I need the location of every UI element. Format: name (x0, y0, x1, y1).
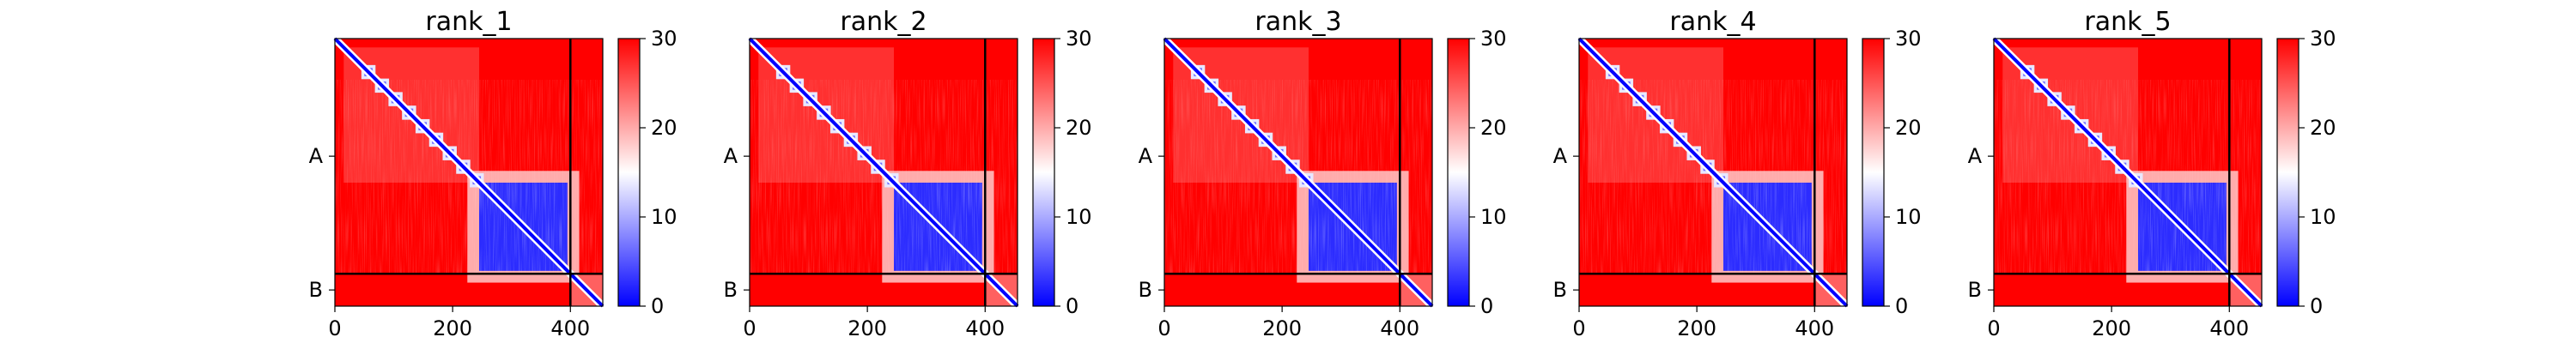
colorbar-tick-label: 0 (1895, 294, 1908, 318)
colorbar-tick-label: 30 (651, 27, 677, 51)
panel-title: rank_2 (840, 7, 927, 37)
x-tick-label: 400 (2209, 316, 2249, 340)
y-tick-label: A (1139, 144, 1153, 168)
colorbar (617, 38, 641, 307)
colorbar-tick-label: 20 (651, 116, 677, 140)
diagonal-line (1577, 37, 1849, 308)
y-tick-label: A (1553, 144, 1568, 168)
colorbar-tick-label: 30 (2310, 27, 2336, 51)
x-tick-label: 200 (1262, 316, 1302, 340)
heatmap-frame (1993, 38, 2263, 307)
diagonal-line (748, 37, 1019, 308)
colorbar (2276, 38, 2300, 307)
colorbar-tick-label: 20 (1895, 116, 1922, 140)
y-tick-label: B (1139, 278, 1152, 302)
colorbar-tick-label: 0 (1066, 294, 1078, 318)
x-tick-label: 200 (1677, 316, 1716, 340)
y-tick-label: B (724, 278, 738, 302)
y-tick-label: A (724, 144, 738, 168)
colorbar-tick-label: 10 (1066, 205, 1092, 229)
colorbar-tick-label: 0 (651, 294, 664, 318)
x-tick-label: 200 (2092, 316, 2131, 340)
x-tick-label: 200 (848, 316, 887, 340)
diagonal-line (1992, 37, 2263, 308)
x-tick-label: 0 (1157, 316, 1170, 340)
y-tick-label: B (1968, 278, 1982, 302)
colorbar-tick-label: 20 (1480, 116, 1507, 140)
y-tick-label: A (309, 144, 324, 168)
y-tick-label: B (1553, 278, 1567, 302)
colorbar-tick-label: 10 (651, 205, 677, 229)
colorbar (1862, 38, 1885, 307)
x-tick-label: 0 (1987, 316, 2000, 340)
colorbar-tick-label: 30 (1066, 27, 1092, 51)
heatmap-frame (1163, 38, 1433, 307)
x-tick-label: 400 (550, 316, 590, 340)
colorbar (1447, 38, 1470, 307)
diagonal-line (333, 37, 605, 308)
colorbar-tick-label: 30 (1895, 27, 1922, 51)
colorbar-tick-label: 0 (2310, 294, 2323, 318)
y-tick-label: B (309, 278, 323, 302)
colorbar-tick-label: 10 (1895, 205, 1922, 229)
colorbar (1032, 38, 1055, 307)
x-tick-label: 0 (743, 316, 756, 340)
colorbar-tick-label: 0 (1480, 294, 1493, 318)
heatmap-frame (1578, 38, 1848, 307)
panel-title: rank_5 (2084, 7, 2171, 37)
x-tick-label: 400 (1380, 316, 1419, 340)
x-tick-label: 0 (1572, 316, 1585, 340)
x-tick-label: 400 (1795, 316, 1834, 340)
colorbar-tick-label: 10 (2310, 205, 2336, 229)
heatmap-frame (334, 38, 604, 307)
y-tick-label: A (1968, 144, 1983, 168)
colorbar-tick-label: 20 (1066, 116, 1092, 140)
x-tick-label: 400 (965, 316, 1005, 340)
panel-title: rank_1 (425, 7, 512, 37)
heatmap-frame (749, 38, 1018, 307)
panel-title: rank_3 (1255, 7, 1341, 37)
colorbar-tick-label: 30 (1480, 27, 1507, 51)
x-tick-label: 200 (433, 316, 472, 340)
panel-title: rank_4 (1669, 7, 1756, 37)
x-tick-label: 0 (328, 316, 341, 340)
colorbar-tick-label: 20 (2310, 116, 2336, 140)
colorbar-tick-label: 10 (1480, 205, 1507, 229)
diagonal-line (1163, 37, 1434, 308)
